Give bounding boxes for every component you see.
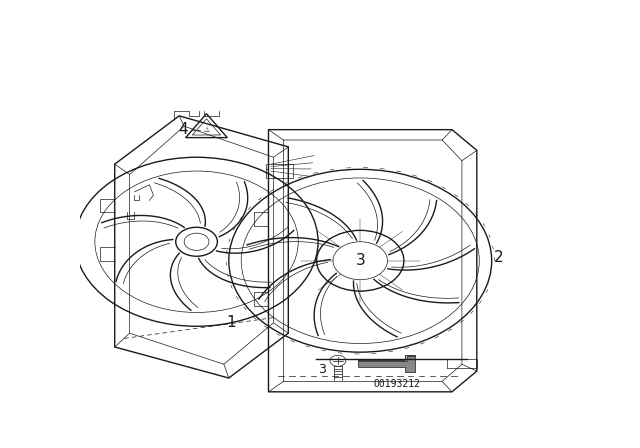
Text: 3: 3: [355, 253, 365, 268]
Bar: [266, 164, 293, 178]
Text: 4: 4: [178, 122, 188, 137]
Circle shape: [317, 230, 404, 291]
Circle shape: [330, 355, 346, 366]
Polygon shape: [358, 354, 415, 372]
Text: 2: 2: [494, 250, 504, 265]
Text: 3: 3: [317, 363, 326, 376]
Text: O0193212: O0193212: [374, 379, 421, 389]
Text: 1: 1: [227, 315, 236, 330]
Polygon shape: [358, 354, 415, 362]
Text: ⚠: ⚠: [204, 127, 210, 134]
Circle shape: [333, 242, 388, 280]
